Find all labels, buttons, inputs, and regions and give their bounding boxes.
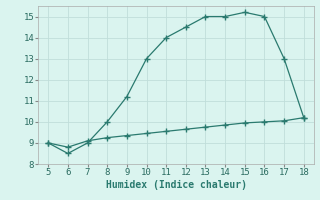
X-axis label: Humidex (Indice chaleur): Humidex (Indice chaleur) — [106, 180, 246, 190]
